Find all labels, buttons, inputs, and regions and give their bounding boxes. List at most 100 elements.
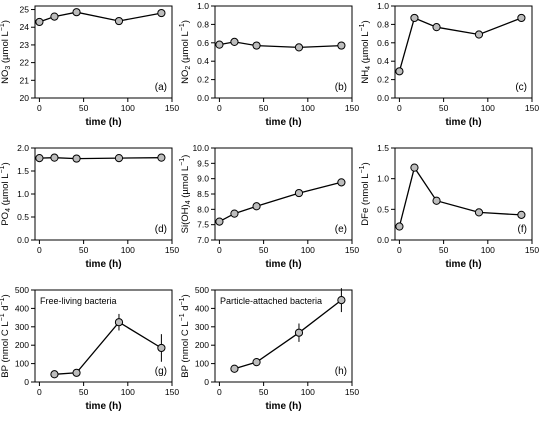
y-label-unit: (µmol L xyxy=(180,31,191,66)
y-label-unit: (nmol L xyxy=(360,173,371,207)
y-tick-label: 1.0 xyxy=(377,174,389,184)
y-label-end: ) xyxy=(0,162,11,165)
panel-label: (a) xyxy=(155,82,167,93)
y-label-unit: (µmol L xyxy=(0,31,11,66)
y-label-unit-2: d xyxy=(180,305,191,313)
y-tick-label: 0 xyxy=(204,377,209,387)
y-tick-label: 0.5 xyxy=(17,212,29,222)
y-tick-label: 10.0 xyxy=(192,143,209,153)
y-label-superscript: −1 xyxy=(179,158,186,166)
x-tick-label: 150 xyxy=(345,387,359,397)
data-point xyxy=(157,343,166,353)
plot-frame xyxy=(394,147,533,241)
y-tick-label: 8.5 xyxy=(197,189,209,199)
y-tick-label: 1.5 xyxy=(377,143,389,153)
y-tick-label: 0.6 xyxy=(197,38,209,48)
y-tick-label: 8.0 xyxy=(197,204,209,214)
y-tick-label: 24 xyxy=(20,22,30,32)
x-tick-label: 0 xyxy=(37,387,42,397)
y-tick-label: 2.0 xyxy=(17,143,29,153)
x-tick-label: 50 xyxy=(259,387,269,397)
x-tick-label: 100 xyxy=(301,245,315,255)
y-label-end: ) xyxy=(360,162,371,165)
y-tick-label: 9.0 xyxy=(197,174,209,184)
series-line xyxy=(54,321,162,375)
x-tick-label: 100 xyxy=(301,387,315,397)
y-tick-label: 0.0 xyxy=(377,93,389,103)
y-tick-label: 0.4 xyxy=(197,56,209,66)
x-tick-label: 0 xyxy=(37,103,42,113)
panel-c: 0 50 100 150 0.0 0.2 0.4 0.6 0.8 1.0 time (h) NH4 (… xyxy=(359,1,539,128)
x-axis-label: time (h) xyxy=(85,117,121,128)
y-label-superscript: −1 xyxy=(0,23,6,31)
y-label-superscript: −1 xyxy=(179,313,186,321)
data-point xyxy=(517,210,526,219)
data-point xyxy=(50,370,59,379)
panel-annotation: Particle-attached bacteria xyxy=(220,296,322,306)
y-label-end: ) xyxy=(180,155,191,158)
x-tick-label: 0 xyxy=(217,387,222,397)
y-label-main: Si(OH) xyxy=(180,204,191,233)
panel-label: (f) xyxy=(518,224,527,235)
data-point xyxy=(395,67,404,76)
plot-frame xyxy=(394,5,533,99)
x-axis-label: time (h) xyxy=(445,117,481,128)
x-tick-label: 150 xyxy=(165,103,179,113)
x-axis-label: time (h) xyxy=(265,117,301,128)
panel-b: 0 50 100 150 0.0 0.2 0.4 0.6 0.8 1.0 time (h) NO2 (… xyxy=(179,1,359,128)
y-axis-label: DFe (nmol L−1) xyxy=(359,162,371,225)
x-tick-label: 100 xyxy=(481,103,495,113)
y-tick-label: 400 xyxy=(195,303,209,313)
y-tick-label: 200 xyxy=(195,340,209,350)
x-tick-label: 100 xyxy=(301,103,315,113)
plot-frame xyxy=(214,5,353,99)
x-axis-label: time (h) xyxy=(85,259,121,270)
y-tick-label: 200 xyxy=(15,340,29,350)
data-point xyxy=(114,154,124,163)
y-label-main: BP xyxy=(180,365,191,378)
y-label-main: NO xyxy=(180,70,191,84)
data-point xyxy=(337,296,346,305)
plot-frame xyxy=(214,147,353,241)
y-tick-label: 0.0 xyxy=(17,235,29,245)
data-point xyxy=(517,13,526,23)
y-tick-label: 500 xyxy=(195,285,209,295)
y-axis-label: NO2 (µmol L−1) xyxy=(179,20,192,84)
x-tick-label: 150 xyxy=(525,245,539,255)
data-point xyxy=(157,153,166,162)
series-line xyxy=(234,299,342,370)
y-label-unit: (µmol L xyxy=(0,174,11,209)
data-point xyxy=(294,188,304,198)
x-tick-label: 150 xyxy=(345,245,359,255)
y-label-unit: (nmol C L xyxy=(180,321,191,365)
data-point xyxy=(410,13,419,23)
y-label-unit: (µmol L xyxy=(180,166,191,201)
data-point xyxy=(294,43,304,52)
y-axis-label: BP (nmol C L−1 d−1) xyxy=(0,294,11,377)
y-tick-label: 0.2 xyxy=(197,75,209,85)
y-label-superscript: −1 xyxy=(0,313,6,321)
panel-a: 0 50 100 150 20 21 22 23 24 25 time (h) NO3 (µmol L… xyxy=(0,5,179,128)
y-label-superscript-2: −1 xyxy=(0,297,6,305)
y-label-end: ) xyxy=(180,294,191,297)
x-tick-label: 50 xyxy=(439,245,449,255)
y-label-superscript: −1 xyxy=(359,165,366,173)
y-label-subscript: 4 xyxy=(5,208,12,212)
y-label-main: BP xyxy=(0,365,11,378)
x-tick-label: 0 xyxy=(37,245,42,255)
y-label-end: ) xyxy=(360,20,371,23)
y-tick-label: 100 xyxy=(195,359,209,369)
data-point xyxy=(72,8,81,17)
data-point xyxy=(252,358,261,367)
panel-label: (h) xyxy=(335,366,347,377)
x-tick-label: 50 xyxy=(439,103,449,113)
panel-annotation: Free-living bacteria xyxy=(40,296,117,306)
y-tick-label: 500 xyxy=(15,285,29,295)
y-label-main: NH xyxy=(360,70,371,84)
x-tick-label: 100 xyxy=(121,387,135,397)
panel-label: (e) xyxy=(335,224,347,235)
y-tick-label: 23 xyxy=(20,40,30,50)
x-tick-label: 100 xyxy=(121,245,135,255)
panel-e: 0 50 100 150 7.0 7.5 8.0 8.5 9.0 9.5 10.0 time (h) S… xyxy=(179,143,359,270)
